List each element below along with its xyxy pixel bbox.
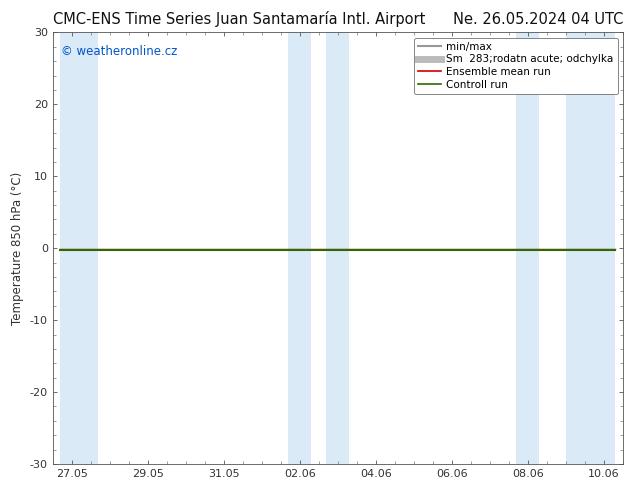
Bar <box>517 32 540 464</box>
Bar <box>60 32 98 464</box>
Legend: min/max, Sm  283;rodatn acute; odchylka, Ensemble mean run, Controll run: min/max, Sm 283;rodatn acute; odchylka, … <box>414 38 618 94</box>
Bar <box>327 32 349 464</box>
Text: © weatheronline.cz: © weatheronline.cz <box>61 46 178 58</box>
Bar <box>288 32 311 464</box>
Title: CMC-ENS Time Series Juan Santamaría Intl. Airport      Ne. 26.05.2024 04 UTC: CMC-ENS Time Series Juan Santamaría Intl… <box>53 11 623 27</box>
Bar <box>566 32 615 464</box>
Y-axis label: Temperature 850 hPa (°C): Temperature 850 hPa (°C) <box>11 172 24 325</box>
